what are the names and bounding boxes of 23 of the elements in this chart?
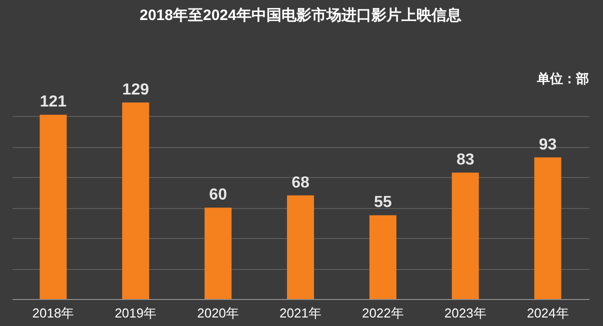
data-label: 68 bbox=[292, 174, 310, 192]
data-label: 93 bbox=[538, 136, 557, 154]
bar bbox=[40, 114, 67, 299]
x-tick-label: 2019年 bbox=[114, 306, 157, 320]
bar bbox=[204, 208, 232, 299]
bar bbox=[369, 215, 396, 299]
chart-title: 2018年至2024年中国电影市场进口影片上映信息 bbox=[140, 6, 462, 24]
data-label: 60 bbox=[209, 186, 228, 204]
data-label: 83 bbox=[456, 152, 474, 169]
data-label: 129 bbox=[122, 82, 150, 99]
bar bbox=[534, 157, 562, 299]
x-tick-label: 2021年 bbox=[280, 306, 322, 320]
bar bbox=[452, 172, 479, 299]
x-tick-label: 2018年 bbox=[32, 306, 74, 320]
x-tick-label: 2020年 bbox=[197, 306, 240, 320]
x-tick-label: 2023年 bbox=[444, 306, 486, 320]
text: 单位：部 bbox=[536, 71, 589, 86]
data-label: 121 bbox=[40, 94, 67, 111]
x-tick-label: 2022年 bbox=[362, 306, 404, 320]
bar bbox=[122, 102, 150, 299]
bar bbox=[287, 195, 314, 299]
data-label: 55 bbox=[374, 194, 392, 212]
x-tick-label: 2024年 bbox=[526, 306, 569, 320]
